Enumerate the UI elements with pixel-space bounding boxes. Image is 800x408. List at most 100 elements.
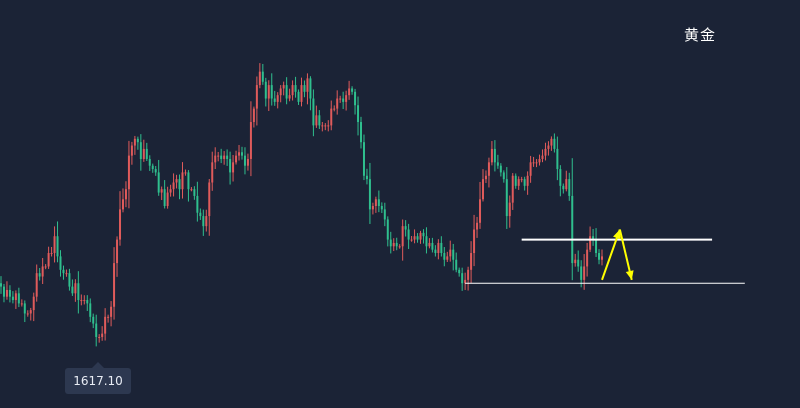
candle: [187, 172, 190, 190]
low-price-marker: 1617.10: [65, 368, 131, 394]
candle: [238, 152, 241, 156]
candle: [354, 91, 357, 106]
candle: [217, 155, 220, 157]
candle: [148, 158, 151, 166]
candle: [151, 165, 154, 170]
candle: [550, 138, 553, 146]
candle: [589, 236, 592, 250]
candle: [502, 172, 505, 180]
candle: [47, 253, 50, 267]
candle: [511, 175, 514, 203]
candle: [110, 306, 113, 317]
candle: [362, 142, 365, 176]
candle: [345, 95, 348, 102]
candle: [2, 286, 5, 297]
candle: [80, 300, 83, 302]
candle: [270, 85, 273, 99]
candle: [565, 179, 568, 190]
candle: [184, 172, 187, 174]
candle: [130, 145, 133, 156]
candle: [288, 95, 291, 99]
candle: [452, 249, 455, 260]
candle: [235, 155, 238, 163]
candle: [249, 122, 252, 159]
candle: [74, 283, 77, 294]
candle: [44, 266, 47, 268]
candle: [62, 269, 65, 274]
candle: [476, 222, 479, 230]
candle: [226, 155, 229, 159]
candle: [562, 185, 565, 190]
candle: [374, 199, 377, 206]
candle: [330, 108, 333, 126]
candle: [532, 162, 535, 164]
candle: [315, 115, 318, 126]
candle: [246, 158, 249, 166]
candle: [324, 125, 327, 127]
candle: [327, 125, 330, 127]
candle: [541, 155, 544, 159]
candle: [285, 85, 288, 99]
candle: [53, 236, 56, 254]
candle: [202, 216, 205, 227]
candle: [26, 313, 29, 315]
candle: [38, 273, 41, 277]
candle: [559, 169, 562, 186]
candle: [169, 189, 172, 193]
candle: [86, 300, 89, 304]
candle: [279, 88, 282, 96]
candle: [124, 189, 127, 200]
candle: [205, 216, 208, 227]
candle: [178, 179, 181, 190]
candle: [499, 165, 502, 173]
candle: [282, 85, 285, 89]
low-marker-pointer: [92, 362, 104, 368]
candle: [190, 189, 193, 191]
candle: [121, 199, 124, 210]
candle: [29, 310, 32, 314]
candle: [357, 105, 360, 123]
candle: [255, 85, 258, 109]
candle: [101, 333, 104, 337]
candle: [23, 303, 26, 314]
candle: [422, 232, 425, 237]
candle: [77, 283, 80, 301]
candle: [133, 138, 136, 146]
candle: [92, 316, 95, 324]
candle: [360, 122, 363, 143]
candle: [193, 189, 196, 196]
candle: [392, 242, 395, 247]
candle: [127, 155, 130, 190]
candle: [273, 98, 276, 102]
chart-title: 黄金: [684, 26, 717, 44]
candle: [514, 175, 517, 186]
candle: [312, 98, 315, 126]
candle: [348, 88, 351, 96]
candle: [428, 242, 431, 247]
candle: [321, 125, 324, 127]
arrow-head: [613, 229, 621, 240]
candle: [389, 239, 392, 247]
candle: [455, 259, 458, 270]
candle: [333, 108, 336, 110]
candle: [258, 71, 261, 86]
candle: [481, 179, 484, 200]
candle: [267, 85, 270, 99]
candle: [196, 195, 199, 213]
candle: [577, 259, 580, 267]
candle: [473, 229, 476, 254]
candle: [17, 293, 20, 304]
candle: [410, 239, 413, 241]
candle: [467, 269, 470, 280]
candle: [199, 212, 202, 217]
candle: [520, 179, 523, 181]
candle: [232, 162, 235, 173]
candle: [303, 85, 306, 92]
candle: [371, 206, 374, 210]
candle: [431, 242, 434, 250]
candle: [484, 175, 487, 180]
candle: [240, 152, 243, 156]
candle: [294, 85, 297, 92]
candle: [113, 263, 116, 307]
